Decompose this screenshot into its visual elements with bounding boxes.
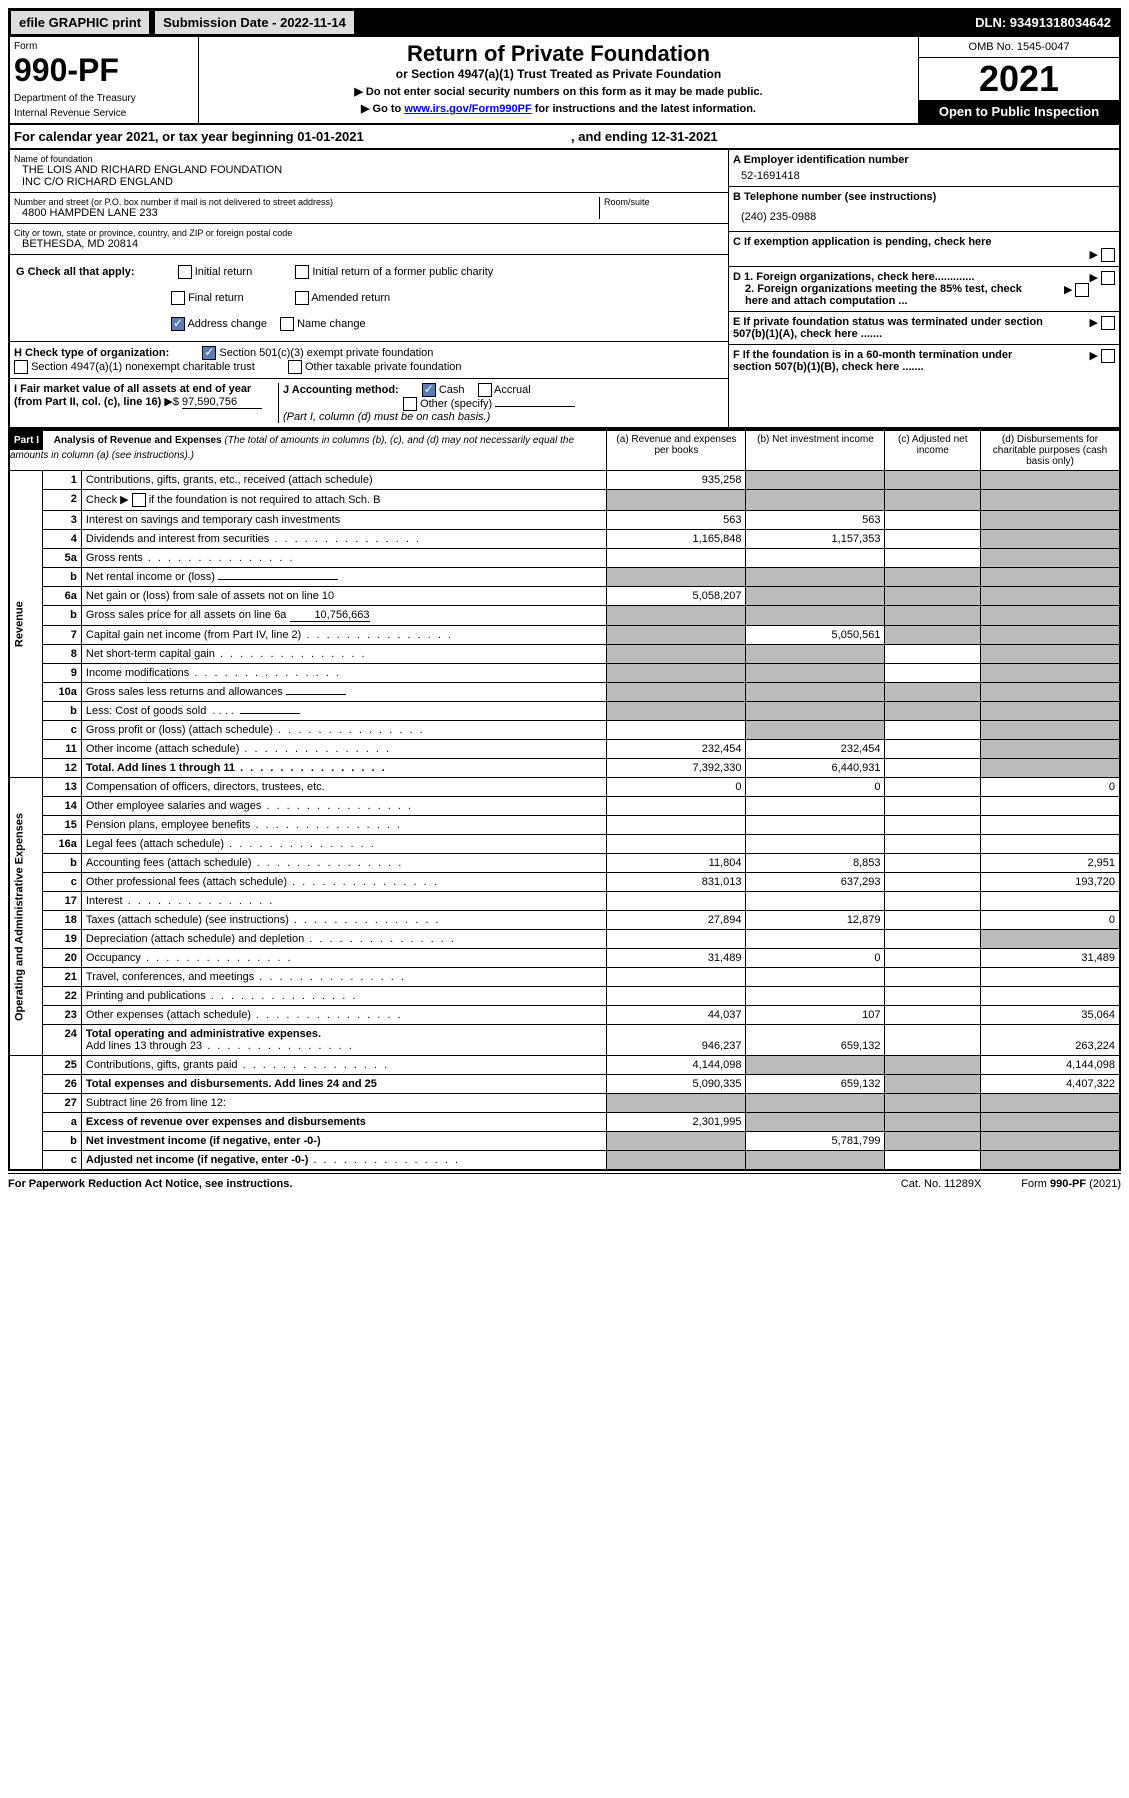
h-4947-checkbox[interactable] [14,360,28,374]
tax-year: 2021 [919,58,1119,100]
schb-checkbox[interactable] [132,493,146,507]
final-checkbox[interactable] [171,291,185,305]
ein-label: A Employer identification number [733,154,1115,166]
c-label: C If exemption application is pending, c… [733,236,992,248]
row-desc: Check ▶ if the foundation is not require… [81,490,607,511]
shaded-cell [981,471,1121,490]
c-checkbox[interactable] [1101,248,1115,262]
info-grid: Name of foundation THE LOIS AND RICHARD … [8,150,1121,429]
dept-irs: Internal Revenue Service [14,108,194,119]
tel-value: (240) 235-0988 [733,203,1115,227]
form-label: Form [14,41,194,52]
j-accrual: Accrual [494,384,531,396]
instr-link[interactable]: www.irs.gov/Form990PF [404,103,531,115]
e-checkbox[interactable] [1101,316,1115,330]
dln: DLN: 93491318034642 [967,11,1119,34]
calyear-pre: For calendar year 2021, or tax year begi… [14,129,297,144]
name-change-checkbox[interactable] [280,317,294,331]
instr-link-row: ▶ Go to www.irs.gov/Form990PF for instru… [203,102,914,115]
d1-checkbox[interactable] [1101,271,1115,285]
row-val-a: 935,258 [607,471,746,490]
foundation-name2: INC C/O RICHARD ENGLAND [14,176,724,188]
h-4947: Section 4947(a)(1) nonexempt charitable … [31,361,255,373]
h-501c3: Section 501(c)(3) exempt private foundat… [219,347,433,359]
f-label: F If the foundation is in a 60-month ter… [733,349,1053,373]
address-change-checkbox[interactable] [171,317,185,331]
form-title: Return of Private Foundation [203,41,914,67]
form-number-footer: Form 990-PF (2021) [1021,1178,1121,1190]
j-cash-checkbox[interactable] [422,383,436,397]
city-value: BETHESDA, MD 20814 [14,238,724,250]
j-accrual-checkbox[interactable] [478,383,492,397]
d2-checkbox[interactable] [1075,283,1089,297]
h-other-checkbox[interactable] [288,360,302,374]
omb-number: OMB No. 1545-0047 [919,37,1119,58]
form-header: Form 990-PF Department of the Treasury I… [8,37,1121,125]
top-bar: efile GRAPHIC print Submission Date - 20… [8,8,1121,37]
part1-header: Part I [10,431,43,450]
h-label: H Check type of organization: [14,347,169,359]
name-label: Name of foundation [14,154,724,164]
row-num: 1 [42,471,81,490]
instr-pre: ▶ Go to [361,103,404,115]
calendar-year-row: For calendar year 2021, or tax year begi… [8,125,1121,150]
d2-label: 2. Foreign organizations meeting the 85%… [733,283,1045,307]
calyear-begin: 01-01-2021 [297,129,364,144]
g-initial-former: Initial return of a former public charit… [312,266,493,278]
efile-label: efile GRAPHIC print [10,10,150,35]
g-amended: Amended return [311,292,390,304]
initial-former-checkbox[interactable] [295,265,309,279]
h-501c3-checkbox[interactable] [202,346,216,360]
instr-post: for instructions and the latest informat… [532,103,756,115]
j-note: (Part I, column (d) must be on cash basi… [283,411,490,423]
instr-ssn: ▶ Do not enter social security numbers o… [203,85,914,98]
g-initial: Initial return [195,266,252,278]
j-other-checkbox[interactable] [403,397,417,411]
dept-treasury: Department of the Treasury [14,93,194,104]
col-b-header: (b) Net investment income [746,430,885,471]
d1-label: D 1. Foreign organizations, check here..… [733,271,974,283]
calyear-end: 12-31-2021 [651,129,718,144]
room-label: Room/suite [604,197,724,207]
paperwork-notice: For Paperwork Reduction Act Notice, see … [8,1178,292,1190]
foundation-name1: THE LOIS AND RICHARD ENGLAND FOUNDATION [14,164,724,176]
part1-title: Analysis of Revenue and Expenses [54,435,222,446]
calyear-mid: , and ending [571,129,651,144]
initial-checkbox[interactable] [178,265,192,279]
col-d-header: (d) Disbursements for charitable purpose… [981,430,1121,471]
addr-label: Number and street (or P.O. box number if… [14,197,599,207]
i-value: 97,590,756 [182,396,262,409]
opadmin-section-label: Operating and Administrative Expenses [9,778,42,1056]
j-other: Other (specify) [420,398,492,410]
submission-date: Submission Date - 2022-11-14 [154,10,355,35]
row-desc: Contributions, gifts, grants, etc., rece… [81,471,607,490]
open-inspection: Open to Public Inspection [919,100,1119,123]
amended-checkbox[interactable] [295,291,309,305]
footer: For Paperwork Reduction Act Notice, see … [8,1173,1121,1190]
cat-number: Cat. No. 11289X [901,1178,982,1190]
shaded-cell [746,471,885,490]
g-final: Final return [188,292,244,304]
addr-value: 4800 HAMPDEN LANE 233 [14,207,599,219]
ein-value: 52-1691418 [733,166,1115,182]
tel-label: B Telephone number (see instructions) [733,191,1115,203]
col-a-header: (a) Revenue and expenses per books [607,430,746,471]
g-address: Address change [187,318,267,330]
col-c-header: (c) Adjusted net income [885,430,981,471]
g-label: G Check all that apply: [16,266,135,278]
h-other: Other taxable private foundation [305,361,462,373]
f-checkbox[interactable] [1101,349,1115,363]
j-cash: Cash [439,384,465,396]
form-number: 990-PF [14,52,194,89]
e-label: E If private foundation status was termi… [733,316,1053,340]
form-subtitle: or Section 4947(a)(1) Trust Treated as P… [203,67,914,81]
revenue-section-label: Revenue [9,471,42,778]
shaded-cell [885,471,981,490]
part1-table: Part I Analysis of Revenue and Expenses … [8,429,1121,1171]
city-label: City or town, state or province, country… [14,228,724,238]
g-name: Name change [297,318,366,330]
j-label: J Accounting method: [283,384,399,396]
row-num: 2 [42,490,81,511]
